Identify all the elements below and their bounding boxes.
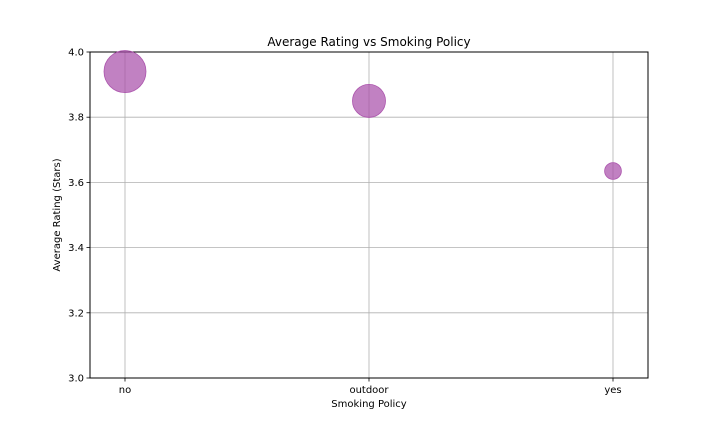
y-tick-label: 4.0	[68, 48, 84, 59]
x-tick-label: no	[119, 385, 131, 396]
axis-ticks: 3.0 3.2 3.4 3.6 3.8 4.0 no outdoor yes	[68, 48, 622, 397]
x-tick-label: yes	[604, 385, 621, 396]
y-axis-label: Average Rating (Stars)	[52, 158, 63, 271]
y-tick-label: 3.4	[68, 243, 84, 254]
chart-title: Average Rating vs Smoking Policy	[267, 35, 470, 49]
y-tick-label: 3.6	[68, 178, 84, 189]
data-point-yes	[604, 162, 622, 180]
y-tick-label: 3.8	[68, 113, 84, 124]
y-tick-label: 3.0	[68, 374, 84, 385]
data-marks	[103, 50, 622, 180]
x-axis-label: Smoking Policy	[331, 399, 406, 410]
data-point-no	[103, 50, 147, 93]
y-tick-label: 3.2	[68, 308, 84, 319]
x-tick-label: outdoor	[349, 385, 389, 396]
data-point-outdoor	[352, 83, 386, 118]
